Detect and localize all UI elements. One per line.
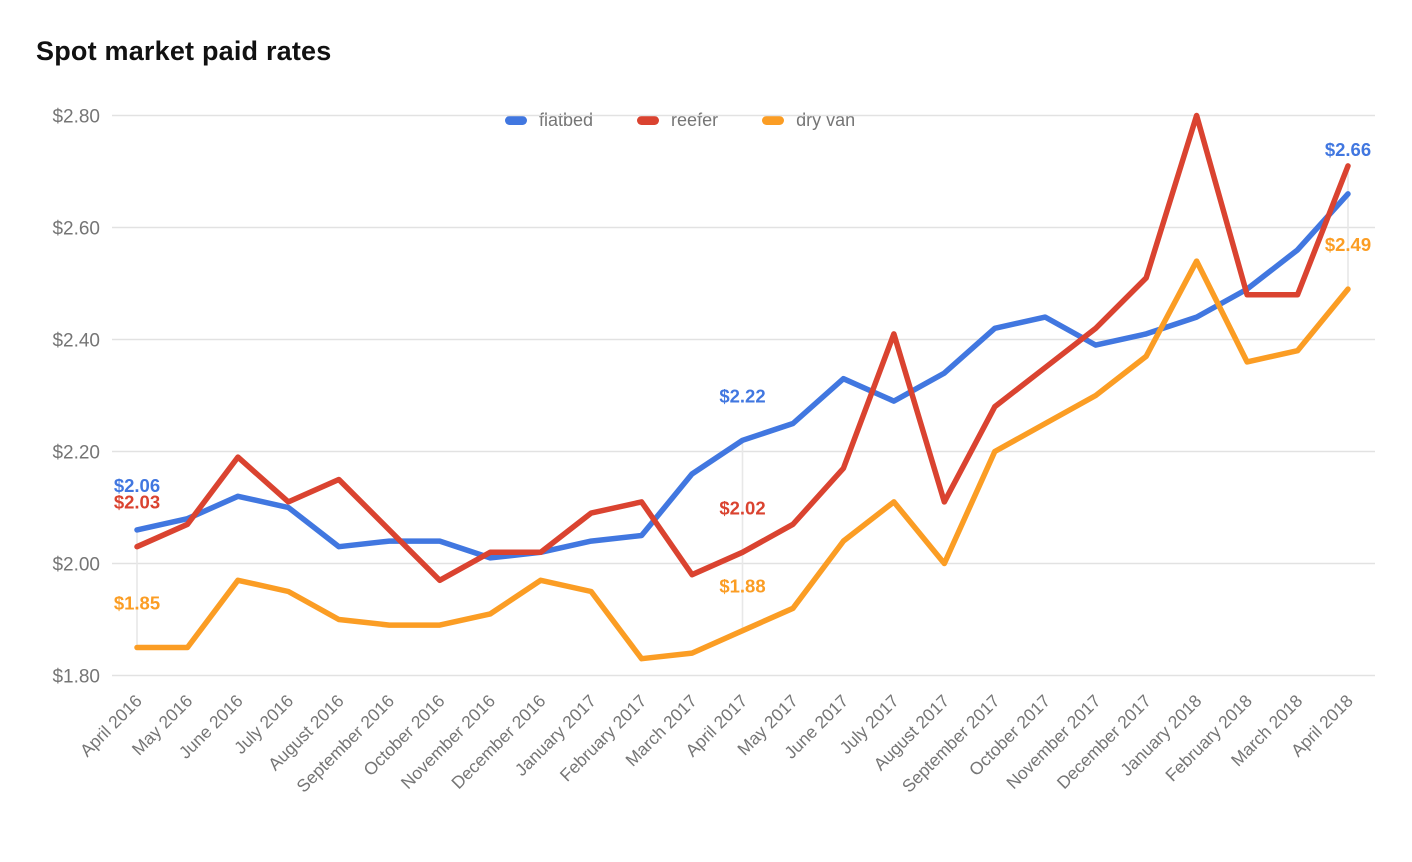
point-value-label: $2.66	[1325, 139, 1371, 160]
y-axis-label: $2.00	[52, 555, 100, 576]
y-axis-label: $2.40	[52, 331, 100, 352]
y-axis-label: $1.80	[52, 667, 100, 688]
y-axis-label: $2.60	[52, 219, 100, 240]
y-axis-label: $2.80	[52, 107, 100, 128]
point-value-label: $1.88	[719, 576, 765, 597]
flatbed-swatch-icon	[505, 115, 527, 125]
series-line-dry-van[interactable]	[134, 258, 1351, 662]
point-value-label: $2.06	[114, 475, 160, 496]
point-value-label: $2.22	[719, 385, 765, 406]
x-axis-label: February 2018	[1161, 691, 1256, 786]
point-value-label: $2.03	[114, 492, 160, 513]
x-axis-label: February 2017	[556, 691, 651, 786]
point-value-label: $2.49	[1325, 234, 1371, 255]
series-line-flatbed[interactable]	[134, 191, 1351, 561]
chart-title: Spot market paid rates	[36, 36, 332, 66]
point-value-label: $2.02	[719, 497, 765, 518]
point-value-label: $1.85	[114, 593, 160, 614]
dry-van-swatch-icon	[762, 115, 785, 125]
series-line-reefer[interactable]	[134, 112, 1351, 584]
y-axis-label: $2.20	[52, 443, 100, 464]
reefer-swatch-icon	[637, 115, 660, 125]
